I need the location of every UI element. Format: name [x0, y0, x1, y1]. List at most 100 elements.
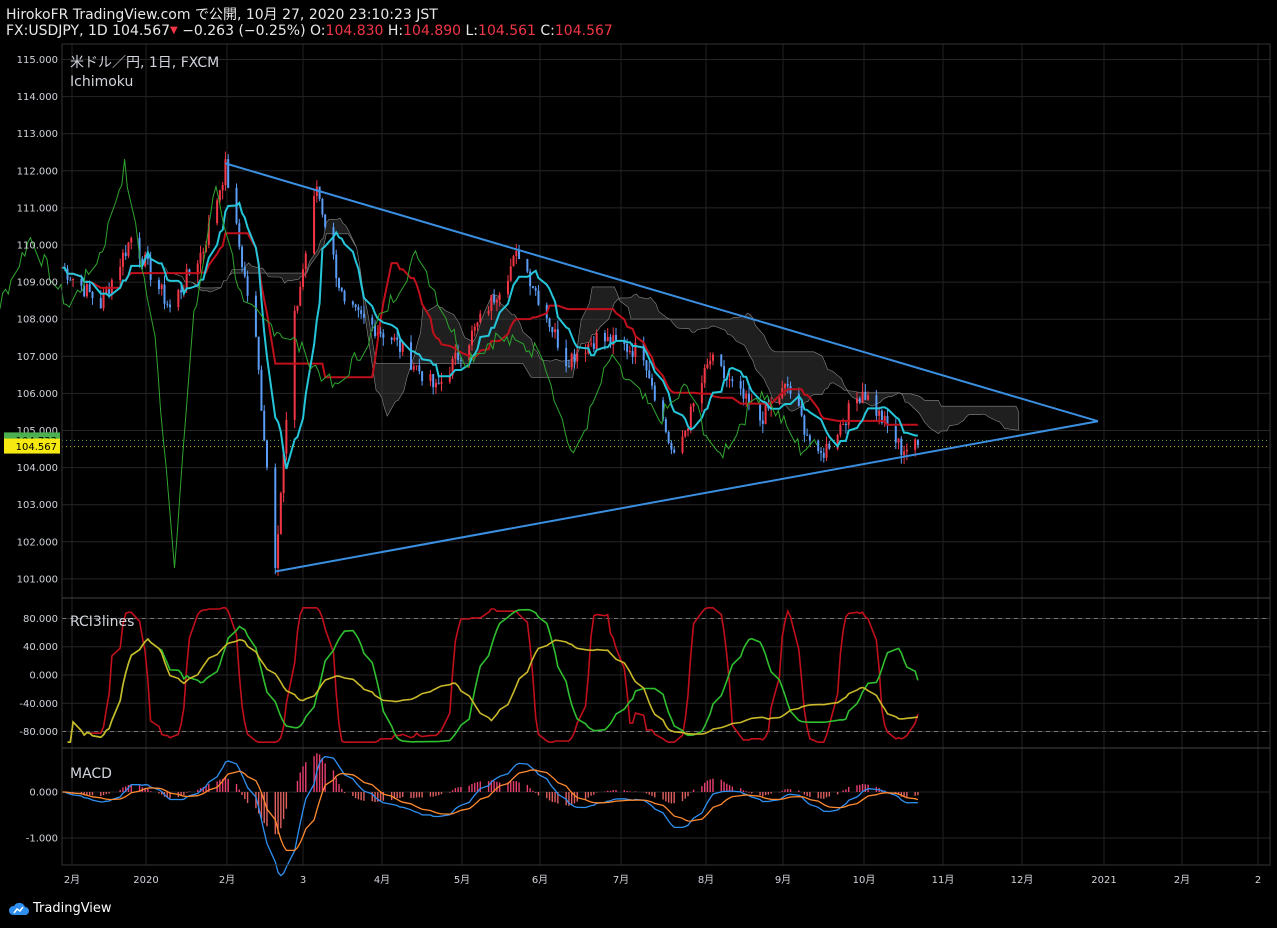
- candle-body: [451, 358, 454, 376]
- candle-body: [664, 419, 667, 432]
- macd-tick-label: -1.000: [26, 834, 58, 845]
- candle-body: [371, 317, 374, 325]
- candle-body: [526, 258, 529, 272]
- candle-body: [839, 424, 842, 435]
- candle-body: [570, 353, 573, 368]
- candle-body: [434, 382, 437, 388]
- candle-body: [626, 343, 629, 352]
- candle-body: [709, 360, 712, 365]
- candle-body: [127, 242, 130, 257]
- candle-body: [260, 369, 263, 411]
- candle-body: [163, 284, 166, 304]
- candle-body: [645, 360, 648, 371]
- candle-body: [551, 327, 554, 333]
- candle-body: [429, 374, 432, 382]
- candle-body: [224, 159, 227, 186]
- candle-body: [304, 253, 307, 270]
- rci-pane-title: RCI3lines: [70, 614, 134, 630]
- candle-body: [509, 266, 512, 281]
- candle-body: [470, 330, 473, 346]
- candle-body: [681, 436, 684, 453]
- candle-body: [138, 237, 141, 259]
- candle-body: [648, 370, 651, 378]
- candle-body: [105, 289, 108, 294]
- candle-body: [739, 381, 742, 389]
- price-tick-label: 103.000: [17, 500, 58, 511]
- candle-body: [897, 438, 900, 443]
- candle-body: [728, 379, 731, 381]
- candle-body: [567, 366, 570, 368]
- candle-body: [631, 350, 634, 357]
- candle-body: [554, 329, 557, 333]
- candle-body: [202, 251, 205, 253]
- candle-body: [529, 271, 532, 287]
- candle-body: [177, 290, 180, 308]
- candle-body: [459, 360, 462, 362]
- candle-body: [80, 278, 83, 286]
- candle-body: [764, 403, 767, 424]
- close-label: C:: [540, 23, 555, 39]
- candle-body: [216, 200, 219, 224]
- ichimoku-cloud: [162, 217, 1020, 434]
- candle-body: [246, 276, 249, 296]
- rci-long-line: [67, 637, 919, 744]
- macd-tick-label: 0.000: [29, 788, 58, 799]
- candle-body: [512, 256, 515, 267]
- candle-body: [703, 367, 706, 384]
- candle-body: [490, 294, 493, 311]
- candle-body: [390, 337, 393, 340]
- candle-body: [495, 299, 498, 303]
- candle-body: [914, 439, 917, 450]
- low-value: 104.561: [478, 23, 536, 39]
- candle-body: [515, 250, 518, 257]
- time-tick-label: 5月: [454, 874, 470, 886]
- candle-body: [576, 353, 579, 362]
- candle-body: [689, 406, 692, 429]
- symbol-ohlc-line: FX:USDJPY, 1D 104.567▼ −0.263 (−0.25%) O…: [6, 23, 613, 39]
- price-tick-label: 113.000: [17, 129, 58, 140]
- macd-line: [61, 755, 918, 877]
- candle-body: [199, 252, 202, 264]
- candle-body: [72, 278, 75, 280]
- candle-body: [747, 393, 750, 404]
- tradingview-logo[interactable]: TradingView: [8, 901, 112, 917]
- price-tick-label: 112.000: [17, 166, 58, 177]
- candle-body: [238, 223, 241, 247]
- candle-body: [667, 431, 670, 443]
- candle-body: [800, 405, 803, 416]
- candle-body: [332, 227, 335, 255]
- candle-body: [99, 298, 102, 309]
- cloud-logo-icon: [8, 902, 29, 915]
- candle-body: [313, 196, 316, 254]
- candle-body: [894, 426, 897, 443]
- candle-body: [900, 438, 903, 456]
- triangle-trendlines[interactable]: [225, 162, 1099, 573]
- candle-body: [448, 375, 451, 382]
- candle-body: [864, 391, 867, 400]
- candle-body: [146, 254, 149, 260]
- candle-body: [706, 364, 709, 368]
- price-tick-label: 108.000: [17, 315, 58, 326]
- candle-body: [468, 345, 471, 361]
- price-tick-label: 105.000: [17, 426, 58, 437]
- candle-body: [905, 449, 908, 452]
- candle-body: [687, 428, 690, 431]
- candle-body: [293, 310, 296, 420]
- candle-body: [196, 263, 199, 275]
- candle-body: [243, 267, 246, 277]
- candle-body: [880, 410, 883, 423]
- candle-body: [498, 294, 501, 300]
- candle-body: [119, 266, 122, 281]
- candle-body: [299, 286, 302, 306]
- price-tick-label: 110.000: [17, 241, 58, 252]
- cloud-area: [162, 217, 1020, 434]
- candle-body: [254, 295, 257, 337]
- price-tick-label: 104.000: [17, 463, 58, 474]
- candle-body: [418, 365, 421, 372]
- price-tick-label: 109.000: [17, 278, 58, 289]
- candle-body: [440, 381, 443, 384]
- time-tick-label: 2020: [133, 875, 158, 886]
- indicator-lines: [0, 159, 918, 569]
- time-tick-label: 4月: [374, 874, 390, 886]
